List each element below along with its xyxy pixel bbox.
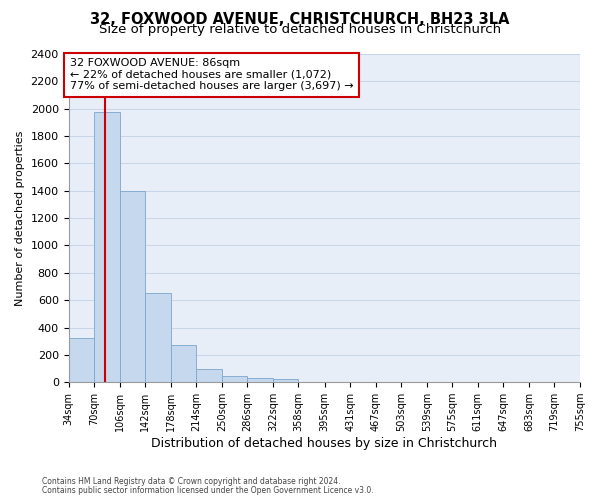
- Y-axis label: Number of detached properties: Number of detached properties: [15, 130, 25, 306]
- Bar: [273, 380, 298, 382]
- Bar: [119, 191, 145, 382]
- Bar: [145, 294, 170, 382]
- Bar: [247, 378, 273, 382]
- Text: Size of property relative to detached houses in Christchurch: Size of property relative to detached ho…: [99, 24, 501, 36]
- X-axis label: Distribution of detached houses by size in Christchurch: Distribution of detached houses by size …: [151, 437, 497, 450]
- Bar: [68, 338, 94, 382]
- Bar: [222, 376, 247, 382]
- Bar: [94, 112, 119, 382]
- Text: Contains HM Land Registry data © Crown copyright and database right 2024.: Contains HM Land Registry data © Crown c…: [42, 477, 341, 486]
- Bar: [170, 344, 196, 382]
- Text: 32, FOXWOOD AVENUE, CHRISTCHURCH, BH23 3LA: 32, FOXWOOD AVENUE, CHRISTCHURCH, BH23 3…: [90, 12, 510, 28]
- Text: 32 FOXWOOD AVENUE: 86sqm
← 22% of detached houses are smaller (1,072)
77% of sem: 32 FOXWOOD AVENUE: 86sqm ← 22% of detach…: [70, 58, 353, 92]
- Bar: [196, 368, 222, 382]
- Text: Contains public sector information licensed under the Open Government Licence v3: Contains public sector information licen…: [42, 486, 374, 495]
